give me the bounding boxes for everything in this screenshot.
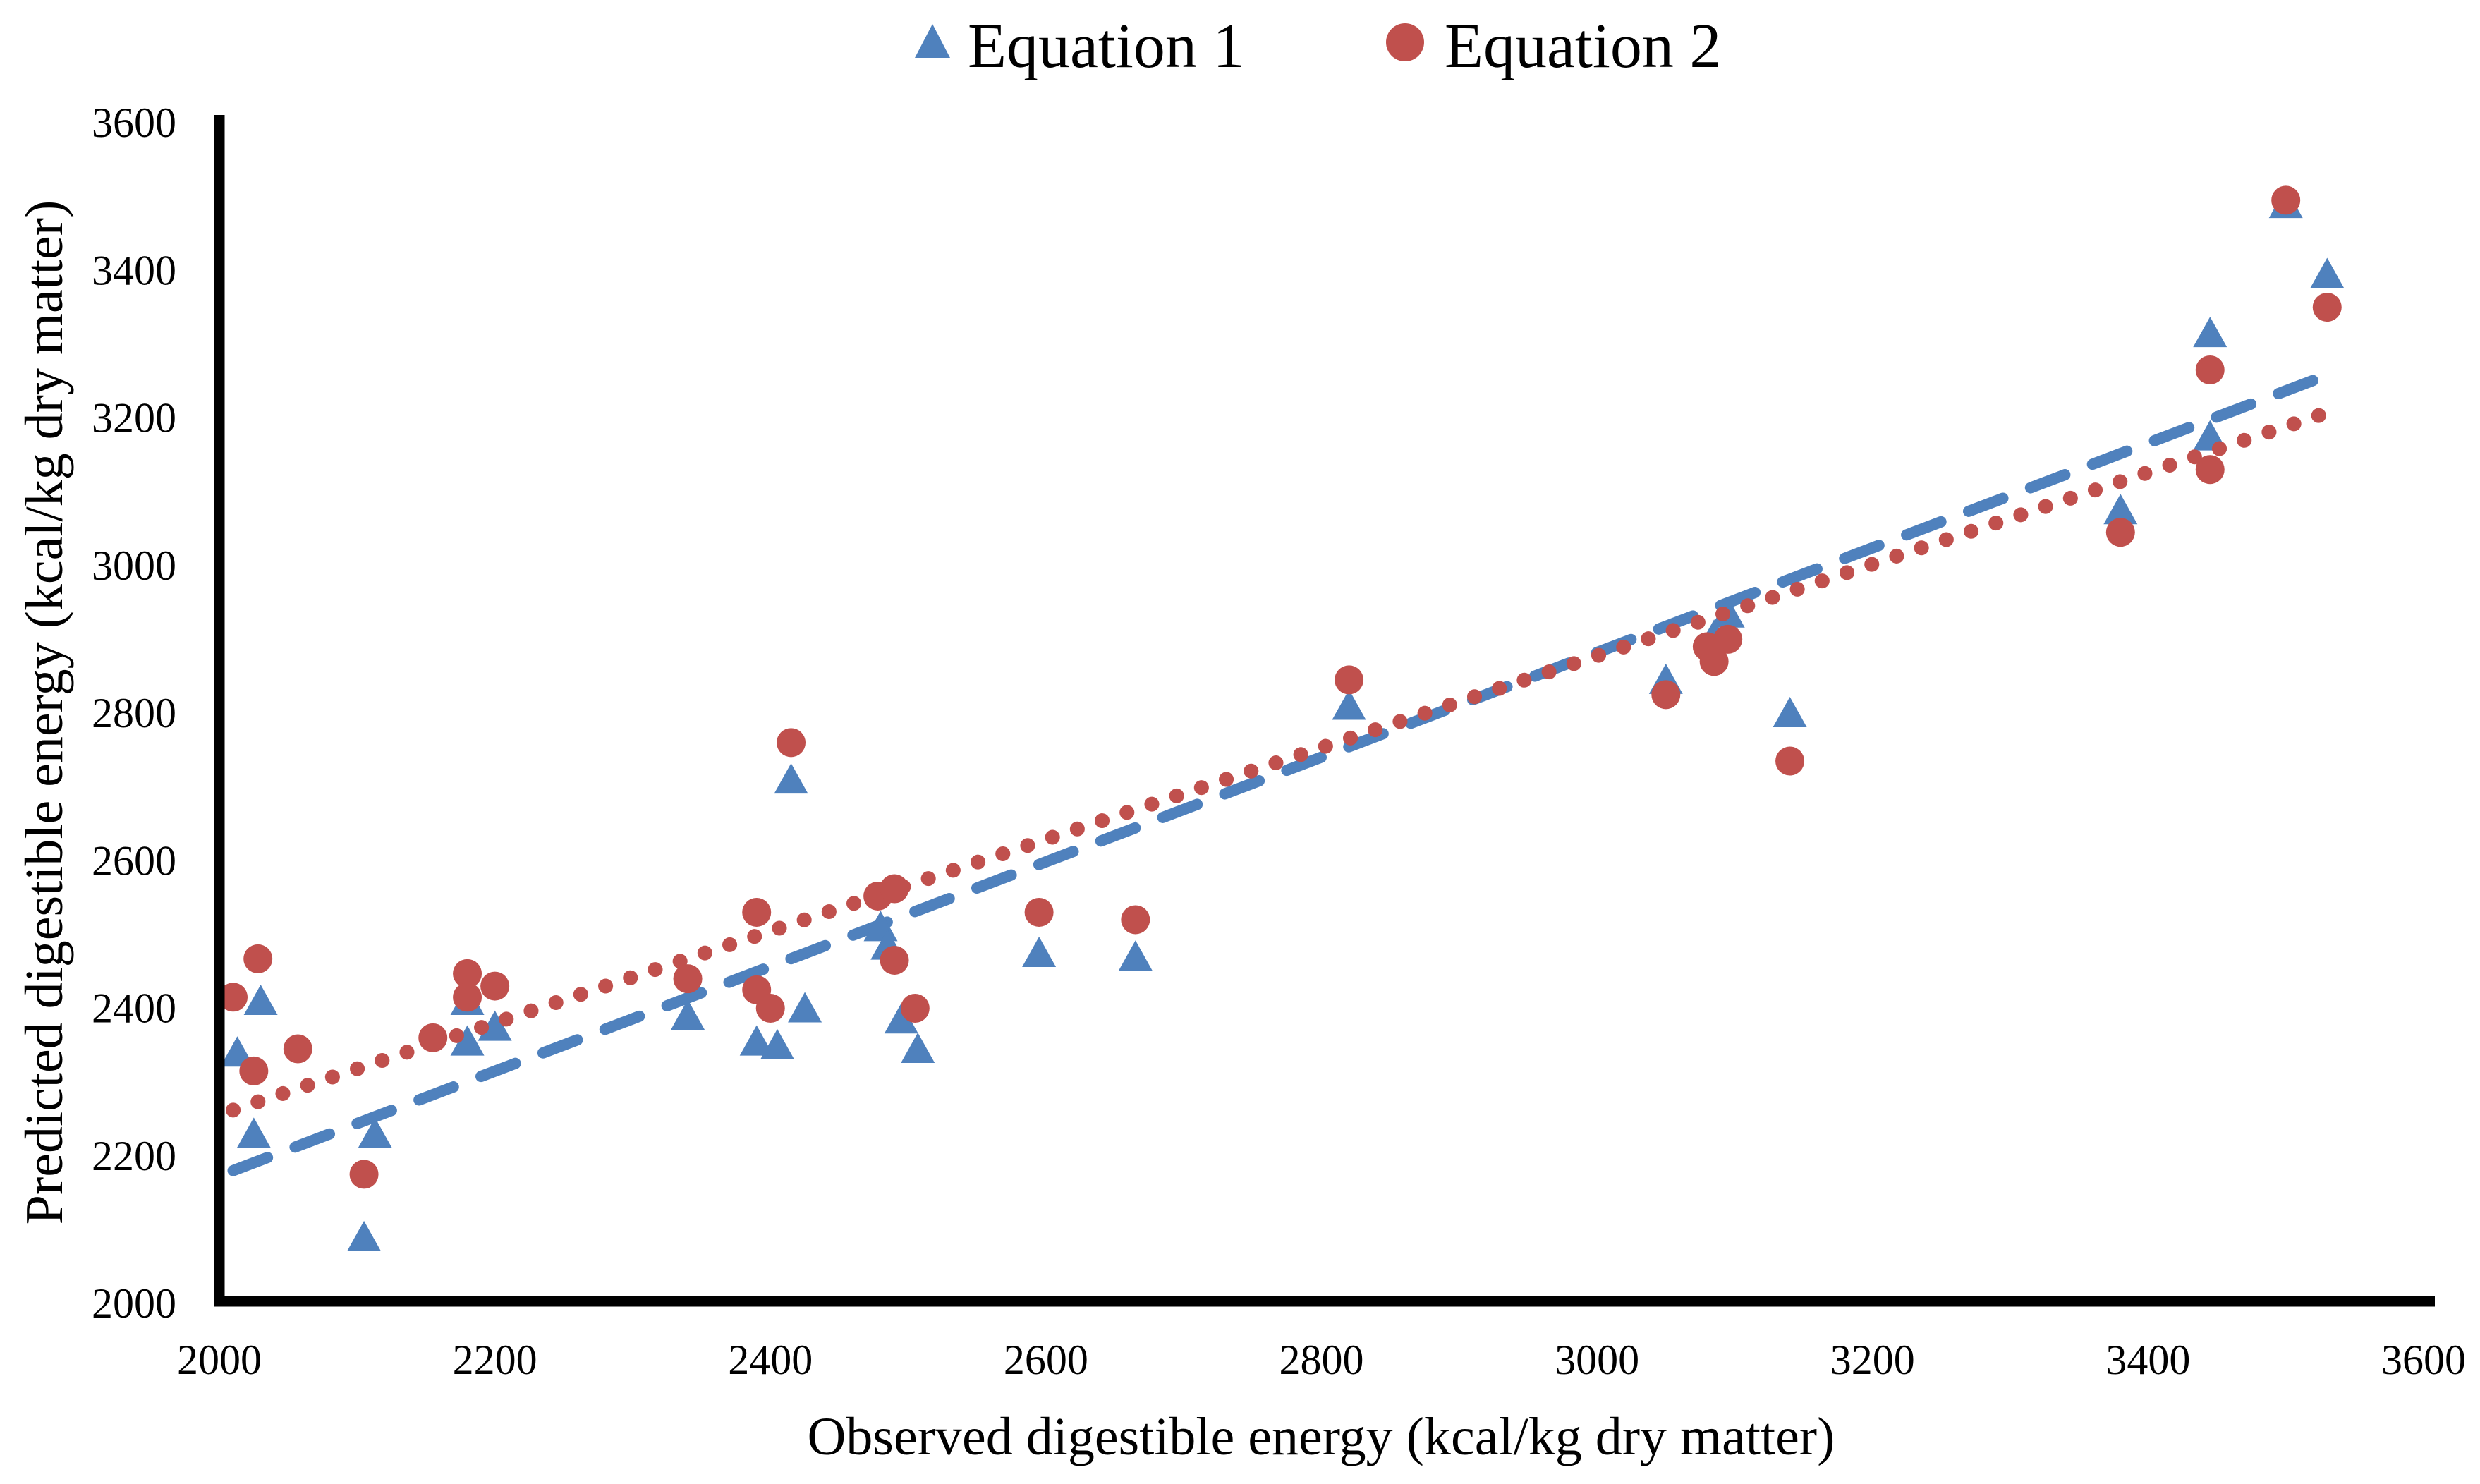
data-point-eq2: [2271, 186, 2301, 215]
data-point-eq2: [2195, 455, 2225, 485]
y-tick-label: 2200: [92, 1133, 176, 1179]
data-point-eq1: [2193, 317, 2227, 348]
data-point-eq1: [1118, 940, 1153, 971]
eq1-points-layer: [220, 188, 2345, 1251]
legend: Equation 1 Equation 2: [915, 11, 1721, 81]
eq1-trendline-layer: [227, 369, 2333, 1176]
data-point-eq1: [1022, 937, 1057, 968]
y-tick-label: 3600: [92, 99, 176, 146]
x-tick-label: 2800: [1279, 1337, 1364, 1383]
data-point-eq2: [880, 874, 909, 904]
eq2-trendline: [226, 405, 2335, 1118]
x-tick-label: 2400: [728, 1337, 813, 1383]
data-point-eq2: [453, 983, 482, 1012]
x-tick-label: 2200: [453, 1337, 537, 1383]
data-point-eq2: [1713, 624, 1743, 654]
data-point-eq2: [2312, 293, 2342, 322]
data-point-eq2: [880, 945, 909, 975]
data-point-eq2: [480, 971, 510, 1001]
data-point-eq2: [418, 1023, 448, 1052]
legend-circle-icon: [1386, 23, 1424, 61]
data-point-eq1: [358, 1117, 392, 1148]
data-point-eq2: [2195, 355, 2225, 384]
x-tick-label: 3600: [2381, 1337, 2466, 1383]
x-tick-label: 2600: [1004, 1337, 1088, 1383]
data-point-eq2: [1775, 746, 1805, 776]
data-point-eq2: [283, 1034, 312, 1064]
data-point-eq2: [1335, 665, 1364, 695]
data-point-eq1: [774, 763, 808, 794]
data-point-eq2: [1699, 647, 1729, 676]
x-tick-label: 3000: [1555, 1337, 1639, 1383]
data-point-eq1: [760, 1028, 795, 1059]
data-point-eq2: [673, 964, 703, 994]
y-tick-label: 3000: [92, 542, 176, 589]
data-point-eq1: [884, 1003, 918, 1034]
legend-triangle-icon: [915, 24, 950, 58]
axes: [214, 115, 2435, 1307]
data-point-eq1: [901, 1033, 935, 1064]
data-point-eq1: [478, 1010, 512, 1041]
eq2-points-layer: [219, 186, 2342, 1189]
data-point-eq1: [450, 1025, 485, 1056]
data-point-eq2: [243, 944, 273, 973]
data-point-eq1: [671, 999, 705, 1030]
data-point-eq1: [236, 1117, 271, 1148]
y-tick-label: 2800: [92, 690, 176, 736]
data-point-eq2: [239, 1056, 269, 1085]
data-point-eq1: [788, 992, 822, 1023]
data-point-eq2: [219, 983, 248, 1012]
data-point-eq2: [453, 959, 482, 988]
y-tick-label: 2400: [92, 985, 176, 1032]
y-tick-label: 3400: [92, 247, 176, 293]
x-tick-label: 3200: [1830, 1337, 1915, 1383]
data-point-eq1: [347, 1220, 382, 1251]
data-point-eq1: [1332, 689, 1366, 720]
x-axis-title: Observed digestible energy (kcal/kg dry …: [808, 1407, 1835, 1466]
data-point-eq1: [1773, 697, 1807, 727]
data-point-eq2: [1121, 905, 1150, 935]
y-tick-label: 2600: [92, 837, 176, 884]
y-tick-labels: 2000 2200 2400 2600 2800 3000 3200 3400 3600: [92, 99, 176, 1327]
y-tick-label: 3200: [92, 395, 176, 442]
legend-label-eq2: Equation 2: [1445, 11, 1721, 81]
x-tick-labels: 2000 2200 2400 2600 2800 3000 3200 3400 3600: [177, 1337, 2466, 1383]
data-point-eq2: [777, 728, 806, 758]
x-tick-label: 3400: [2105, 1337, 2190, 1383]
y-tick-label: 2000: [92, 1280, 176, 1327]
x-tick-label: 2000: [177, 1337, 262, 1383]
data-point-eq1: [2310, 257, 2345, 288]
data-point-eq2: [349, 1160, 379, 1189]
data-point-eq2: [1024, 897, 1054, 927]
data-point-eq2: [900, 994, 930, 1023]
eq1-trendline: [227, 369, 2333, 1176]
legend-label-eq1: Equation 1: [968, 11, 1244, 81]
data-point-eq2: [1651, 680, 1681, 710]
data-point-eq2: [755, 994, 785, 1023]
data-point-eq1: [2103, 494, 2138, 525]
eq2-trendline-layer: [226, 405, 2335, 1118]
data-point-eq1: [739, 1025, 774, 1056]
data-point-eq1: [243, 985, 278, 1016]
y-axis-title: Predicted digestible energy (kcal/kg dry…: [15, 200, 74, 1225]
data-point-eq2: [742, 897, 772, 927]
data-point-eq2: [2105, 518, 2135, 547]
